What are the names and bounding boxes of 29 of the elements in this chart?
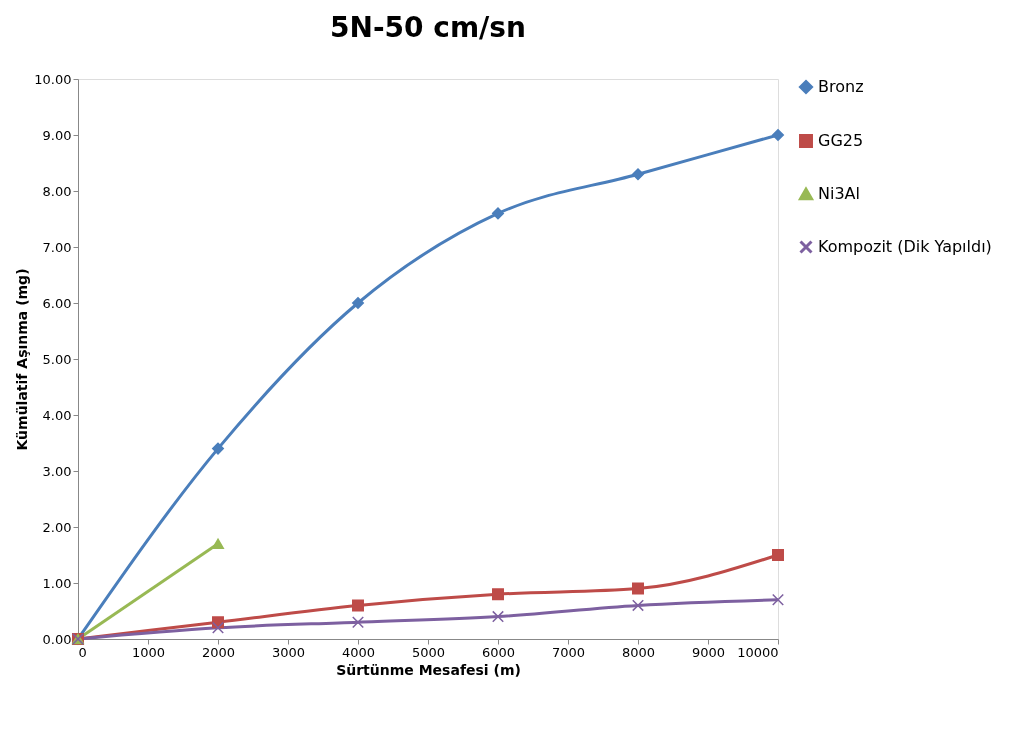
x-axis-title: Sürtünme Mesafesi (m): [336, 661, 521, 678]
x-tick-label: 10000: [737, 644, 779, 660]
y-tick-label: 8.00: [42, 183, 72, 199]
x-tick-label: 4000: [341, 644, 376, 660]
x-tick-label: 2000: [201, 644, 236, 660]
y-tick-label: 3.00: [42, 463, 72, 479]
legend-label: Bronz: [818, 77, 864, 96]
y-tick-label: 2.00: [42, 519, 72, 535]
x-tick-label: 5000: [411, 644, 446, 660]
x-tick-label: 3000: [271, 644, 306, 660]
y-tick-label: 5.00: [42, 351, 72, 367]
y-tick-label: 4.00: [42, 407, 72, 423]
x-tick-label: 9000: [691, 644, 726, 660]
legend-label: Kompozit (Dik Yapıldı): [818, 237, 992, 256]
legend-label: Ni3Al: [818, 184, 860, 203]
chart-title: 5N-50 cm/sn: [330, 11, 526, 44]
y-tick-label: 0.00: [42, 631, 72, 647]
x-tick-label: 6000: [481, 644, 516, 660]
y-tick-label: 10.00: [34, 71, 72, 87]
y-tick-label: 9.00: [42, 127, 72, 143]
x-tick-label: 7000: [551, 644, 586, 660]
x-tick-label: 1000: [131, 644, 166, 660]
y-tick-label: 6.00: [42, 295, 72, 311]
legend-label: GG25: [818, 131, 864, 150]
x-tick-label: 0: [78, 644, 87, 660]
y-axis-title: Kümülatif Aşınma (mg): [14, 268, 31, 451]
y-tick-label: 7.00: [42, 239, 72, 255]
y-tick-label: 1.00: [42, 575, 72, 591]
x-tick-label: 8000: [621, 644, 656, 660]
